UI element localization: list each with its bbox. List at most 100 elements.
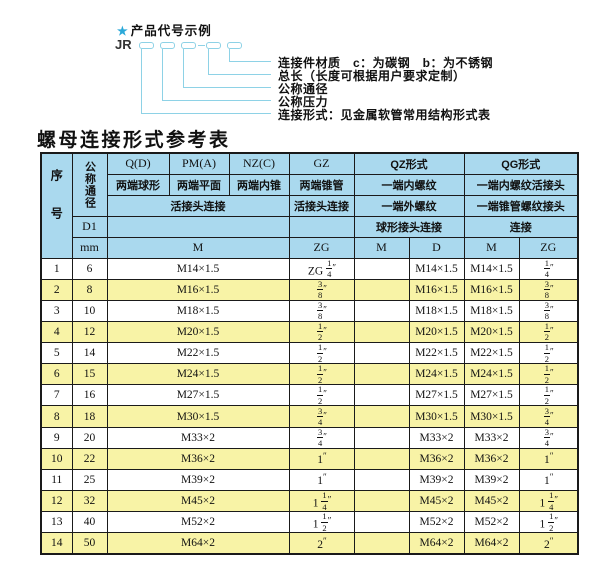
leader-line	[141, 49, 142, 113]
table-row: 13 40 M52×2 1 1 2 ″ M52×2 M52×2 1 1 2 ″	[40, 511, 579, 534]
m-thread-cell: M36×2	[106, 447, 290, 470]
label-connector-material: 连接件材质 c：为碳钢 b：为不锈钢	[278, 56, 494, 70]
seq-cell: 6	[40, 363, 73, 386]
qz-m-cell	[353, 320, 410, 344]
code-box-3	[181, 42, 196, 49]
qg-m-cell: M36×2	[463, 447, 520, 470]
header-d-qz: D	[408, 236, 465, 259]
header-q-desc: 两端球形	[106, 173, 170, 196]
qz-m-cell	[353, 384, 410, 407]
dn-mm-cell: 8	[71, 278, 108, 301]
qz-d-cell: M16×1.5	[408, 278, 465, 301]
leader-line	[208, 49, 209, 74]
qz-m-cell	[353, 447, 410, 470]
qg-zg-cell: 1 2 ″	[518, 363, 579, 386]
header-qg-desc1: 一端内螺纹活接头	[463, 173, 579, 196]
qz-m-cell	[353, 299, 410, 322]
code-prefix: JR	[115, 37, 132, 52]
header-qz-desc2: 一端外螺纹	[353, 194, 465, 217]
dn-mm-cell: 40	[71, 511, 108, 534]
table-row: 10 22 M36×2 1″ M36×2 M36×2 1″	[40, 447, 579, 470]
leader-line	[183, 49, 184, 87]
m-thread-cell: M27×1.5	[106, 384, 290, 407]
qg-zg-cell: 1″	[518, 447, 579, 470]
header-col-q: Q(D)	[106, 152, 170, 175]
leader-line	[162, 100, 271, 101]
qz-d-cell: M22×1.5	[408, 342, 465, 365]
nut-connection-reference-table: 序号 公称通径 Q(D) PM(A) NZ(C) GZ QZ形式 QG形式 两端…	[40, 152, 579, 555]
seq-cell: 11	[40, 468, 73, 492]
header-nz-desc: 两端内锥	[228, 173, 290, 196]
header-zg-qg: ZG	[518, 236, 579, 259]
qz-d-cell: M20×1.5	[408, 320, 465, 344]
qz-d-cell: M14×1.5	[408, 257, 465, 280]
seq-cell: 4	[40, 320, 73, 344]
qg-m-cell: M22×1.5	[463, 342, 520, 365]
table-row: 1 6 M14×1.5 ZG 1 4 ″ M14×1.5 M14×1.5 1 4 ″	[40, 257, 579, 280]
code-box-5	[227, 42, 242, 49]
qz-d-cell: M45×2	[408, 490, 465, 513]
zg-size-cell: 3 4 ″	[288, 405, 355, 428]
qg-m-cell: M64×2	[463, 532, 520, 555]
zg-size-cell: 1 1 2 ″	[288, 511, 355, 534]
qg-m-cell: M52×2	[463, 511, 520, 534]
zg-size-cell: 1 2 ″	[288, 384, 355, 407]
table-row: 12 32 M45×2 1 1 4 ″ M45×2 M45×2 1 1 4 ″	[40, 490, 579, 513]
qg-zg-cell: 2″	[518, 532, 579, 555]
qg-m-cell: M39×2	[463, 468, 520, 492]
header-nominal-diameter: 公称通径	[71, 152, 108, 217]
qg-m-cell: M14×1.5	[463, 257, 520, 280]
qz-d-cell: M18×1.5	[408, 299, 465, 322]
qz-m-cell	[353, 490, 410, 513]
seq-cell: 14	[40, 532, 73, 555]
header-seq: 序号	[40, 152, 73, 259]
code-dash	[198, 45, 205, 46]
m-thread-cell: M20×1.5	[106, 320, 290, 344]
code-box-4	[206, 42, 221, 49]
qz-m-cell	[353, 532, 410, 555]
header-blank-gz	[288, 215, 355, 238]
header-col-qg: QG形式	[463, 152, 579, 175]
leader-line	[208, 74, 271, 75]
zg-size-cell: 1 2 ″	[288, 363, 355, 386]
table-row: 9 20 M33×2 3 4 ″ M33×2 M33×2 3 4 ″	[40, 426, 579, 449]
table-row: 2 8 M16×1.5 3 8 ″ M16×1.5 M16×1.5 3 8 ″	[40, 278, 579, 301]
zg-size-cell: 1″	[288, 468, 355, 492]
leader-line	[141, 113, 271, 114]
zg-size-cell: 1 1 4 ″	[288, 490, 355, 513]
zg-size-cell: 3 4 ″	[288, 426, 355, 449]
header-qz-desc1: 一端内螺纹	[353, 173, 465, 196]
qz-d-cell: M36×2	[408, 447, 465, 470]
dn-mm-cell: 25	[71, 468, 108, 492]
qg-zg-cell: 1 2 ″	[518, 320, 579, 344]
m-thread-cell: M24×1.5	[106, 363, 290, 386]
dn-mm-cell: 6	[71, 257, 108, 280]
seq-cell: 10	[40, 447, 73, 470]
header-m-qg: M	[463, 236, 520, 259]
qg-m-cell: M30×1.5	[463, 405, 520, 428]
qz-d-cell: M39×2	[408, 468, 465, 492]
dn-mm-cell: 12	[71, 320, 108, 344]
table-row: 8 18 M30×1.5 3 4 ″ M30×1.5 M30×1.5 3 4 ″	[40, 405, 579, 428]
qg-zg-cell: 3 4 ″	[518, 426, 579, 449]
qg-m-cell: M45×2	[463, 490, 520, 513]
zg-size-cell: 1 2 ″	[288, 320, 355, 344]
header-d1: D1	[71, 215, 108, 238]
label-total-length: 总长（长度可根据用户要求定制）	[278, 69, 466, 83]
seq-cell: 3	[40, 299, 73, 322]
header-col-nz: NZ(C)	[228, 152, 290, 175]
m-thread-cell: M30×1.5	[106, 405, 290, 428]
qz-m-cell	[353, 257, 410, 280]
qz-d-cell: M24×1.5	[408, 363, 465, 386]
dn-mm-cell: 14	[71, 342, 108, 365]
qg-zg-cell: 1 2 ″	[518, 384, 579, 407]
seq-cell: 12	[40, 490, 73, 513]
zg-size-cell: ZG 1 4 ″	[288, 257, 355, 280]
m-thread-cell: M14×1.5	[106, 257, 290, 280]
seq-cell: 8	[40, 405, 73, 428]
zg-size-cell: 3 8 ″	[288, 278, 355, 301]
m-thread-cell: M39×2	[106, 468, 290, 492]
qg-m-cell: M33×2	[463, 426, 520, 449]
label-nominal-diameter: 公称通径	[278, 82, 329, 96]
dn-mm-cell: 16	[71, 384, 108, 407]
